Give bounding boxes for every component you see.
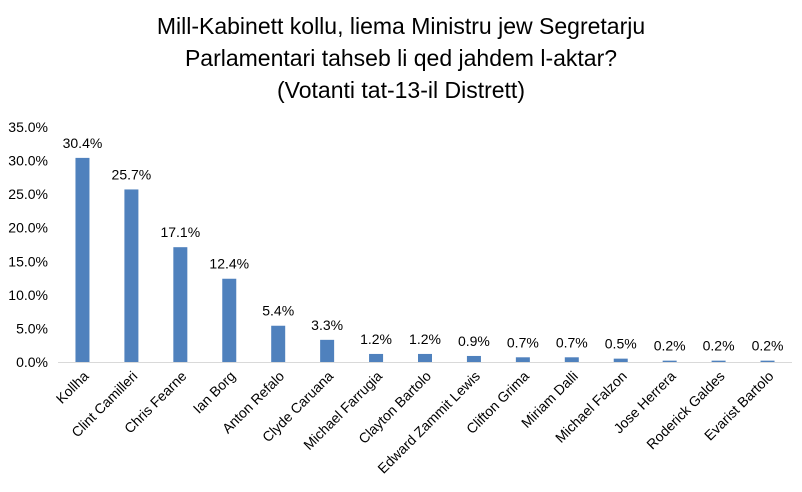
data-label: 5.4% [262,303,294,319]
bar [124,189,139,362]
y-tick-label: 25.0% [8,186,48,202]
data-label: 1.2% [360,331,392,347]
y-axis-ticks: 0.0% 5.0% 10.0% 15.0% 20.0% 25.0% 30.0% 35.0% [8,119,48,370]
data-label: 12.4% [209,256,249,272]
data-label: 0.5% [605,336,637,352]
bar [369,353,384,362]
y-tick-label: 10.0% [8,287,48,303]
data-label: 0.7% [507,334,539,350]
bar [75,157,90,362]
data-label: 1.2% [409,331,441,347]
bar [711,360,726,362]
bar [320,339,335,362]
data-labels: 30.4% 25.7% 17.1% 12.4% 5.4% 3.3% 1.2% 1.2% 0.9%… [63,135,784,354]
category-label: Kollha [53,368,92,407]
chart-title-line-1: Mill-Kabinett kollu, liema Ministru jew … [156,13,646,39]
chart-title-line-3: (Votanti tat-13-il Distrett) [277,77,525,103]
y-tick-label: 20.0% [8,220,48,236]
chart-title-line-2: Parlamentari tahseb li qed jahdem l-akta… [184,45,618,71]
bar [564,357,579,362]
data-label: 0.2% [703,338,735,354]
bar [662,360,677,362]
category-label: Ian Borg [190,368,239,417]
data-label: 0.9% [458,333,490,349]
y-tick-label: 5.0% [16,320,48,336]
data-label: 17.1% [160,224,200,240]
bar [418,353,432,362]
bars [75,157,775,362]
bar [173,247,188,362]
data-label: 25.7% [112,166,152,182]
bar [271,325,286,362]
chart-title: Mill-Kabinett kollu, liema Ministru jew … [0,10,802,106]
bar [760,360,775,362]
y-tick-label: 15.0% [8,253,48,269]
y-tick-label: 30.0% [8,153,48,169]
data-label: 0.2% [654,338,686,354]
data-label: 0.7% [556,334,588,350]
y-tick-label: 0.0% [16,354,48,370]
bar [466,355,481,362]
bar [515,357,530,362]
bar [222,278,237,362]
y-tick-label: 35.0% [8,119,48,135]
data-label: 0.2% [752,338,784,354]
data-label: 3.3% [311,317,343,333]
bar [613,358,628,362]
data-label: 30.4% [63,135,103,151]
